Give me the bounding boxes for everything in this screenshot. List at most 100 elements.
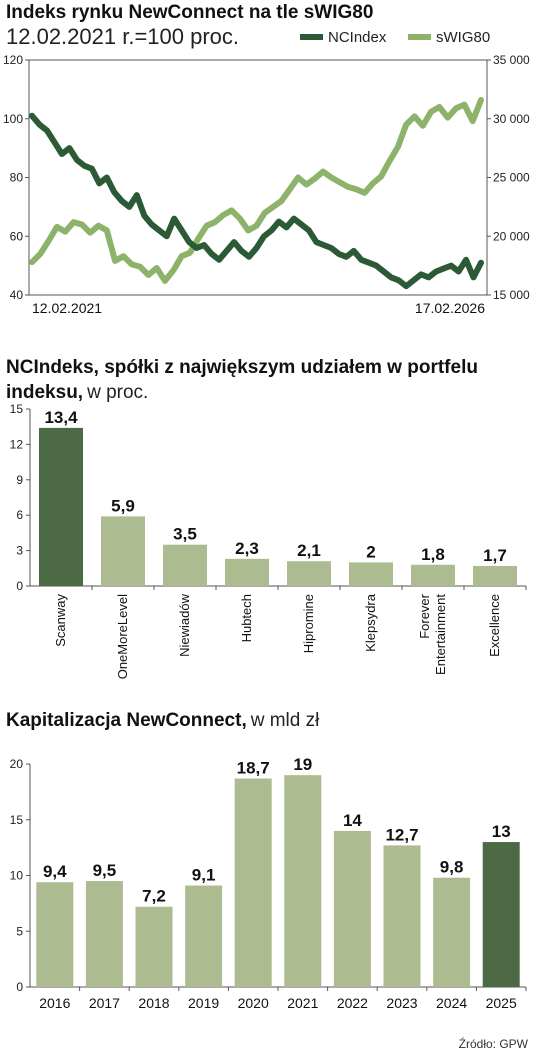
bar-hubtech — [225, 558, 269, 586]
bar-hipromine — [287, 561, 331, 586]
category-label-line: Forever — [417, 593, 432, 638]
bar-chart-2-title: Kapitalizacja NewConnect, w mld zł — [6, 710, 320, 731]
bar-2024 — [433, 877, 471, 987]
category-label-line: OneMoreLevel — [115, 594, 130, 679]
category-label-line: Klepsydra — [363, 593, 378, 652]
category-label: ForeverEntertainment — [417, 593, 448, 675]
category-label-line: Scanway — [53, 594, 68, 647]
category-label: OneMoreLevel — [115, 594, 130, 679]
bar-chart-1-title-line2: indeksu, w proc. — [6, 382, 148, 403]
bar-klepsydra — [349, 562, 393, 586]
line-chart-title: Indeks rynku NewConnect na tle sWIG80 — [6, 2, 373, 23]
bar-value-label: 12,7 — [385, 825, 418, 844]
series-line-ncindex — [29, 112, 484, 290]
bar-value-label: 19 — [293, 755, 312, 774]
bar-value-label: 2,1 — [297, 541, 321, 560]
bar-value-label: 5,9 — [111, 496, 135, 515]
bar-2021 — [284, 775, 322, 987]
bar-value-label: 9,8 — [440, 858, 464, 877]
category-label: 2018 — [138, 995, 169, 1011]
series-line-swig80 — [29, 97, 484, 284]
bar-chart-2-title-bold: Kapitalizacja NewConnect, — [6, 710, 247, 731]
bar-value-label: 9,4 — [43, 862, 67, 881]
right-tick-label: 20 000 — [493, 229, 530, 243]
bar-chart-1-title-bold: indeksu, — [6, 382, 83, 403]
bar-chart-1-title-line1: NCIndeks, spółki z największym udziałem … — [6, 357, 478, 378]
bar-2025 — [482, 842, 520, 987]
bar-value-label: 13 — [492, 822, 511, 841]
category-label: 2019 — [188, 995, 219, 1011]
category-label: 2016 — [39, 995, 70, 1011]
y-tick-label: 12 — [10, 437, 24, 451]
bar-forever-entertainment — [411, 564, 455, 586]
bar-chart-capitalization: 20 15 10 5 0 9,4 2016 9,5 2017 7,2 2018 9,1 2019 18,7… — [10, 755, 527, 1011]
line-chart-plot: 120 100 80 60 40 35 000 30 000 25 000 20 000 15 0… — [3, 53, 530, 316]
line-chart-legend: NCIndex sWIG80 — [300, 29, 490, 46]
y-tick-label: 15 — [10, 813, 24, 827]
bar-value-label: 13,4 — [44, 408, 78, 427]
source-note: Źródło: GPW — [459, 1036, 529, 1051]
bar-2016 — [36, 882, 74, 987]
category-label-line: Niewiadów — [177, 593, 192, 656]
legend-label-ncindex: NCIndex — [328, 29, 387, 46]
bar-excellence — [473, 565, 517, 586]
category-label: Niewiadów — [177, 593, 192, 656]
bar-scanway — [39, 427, 83, 586]
bar-value-label: 1,8 — [421, 545, 445, 564]
category-label-line: Hubtech — [239, 594, 254, 642]
right-tick-label: 25 000 — [493, 171, 530, 185]
bar-value-label: 14 — [343, 811, 362, 830]
bar-value-label: 2 — [366, 542, 375, 561]
y-tick-label: 15 — [10, 402, 24, 416]
category-label: Scanway — [53, 594, 68, 647]
bar-niewiadów — [163, 544, 207, 586]
category-label: 2025 — [486, 995, 517, 1011]
bar-value-label: 3,5 — [173, 525, 197, 544]
category-label: 2024 — [436, 995, 467, 1011]
y-tick-label: 0 — [16, 579, 23, 593]
right-tick-label: 35 000 — [493, 53, 530, 67]
category-label: Hipromine — [301, 594, 316, 653]
bar-value-label: 2,3 — [235, 539, 259, 558]
y-tick-label: 3 — [16, 544, 23, 558]
left-tick-label: 120 — [3, 53, 23, 67]
x-start-label: 12.02.2021 — [32, 300, 102, 316]
left-tick-label: 80 — [10, 171, 24, 185]
category-label-line: Entertainment — [433, 594, 448, 675]
bar-value-label: 9,5 — [93, 861, 117, 880]
category-label: 2022 — [337, 995, 368, 1011]
category-label: 2021 — [287, 995, 318, 1011]
bar-value-label: 9,1 — [192, 866, 216, 885]
left-tick-label: 60 — [10, 229, 24, 243]
bar-value-label: 18,7 — [237, 758, 270, 777]
bar-2023 — [383, 845, 421, 987]
category-label: 2020 — [238, 995, 269, 1011]
category-label: Hubtech — [239, 594, 254, 642]
left-tick-label: 40 — [10, 288, 24, 302]
legend-label-swig80: sWIG80 — [436, 29, 490, 46]
bar-chart-2-title-unit: w mld zł — [250, 710, 320, 731]
x-end-label: 17.02.2026 — [415, 300, 485, 316]
bar-chart-1-title-unit: w proc. — [86, 382, 148, 403]
bar-2017 — [85, 881, 123, 987]
bar-chart-portfolio: 15 12 9 6 3 0 13,4 Scanway 5,9 OneMoreLevel 3,5 Nie… — [10, 402, 527, 679]
bar-2019 — [185, 885, 223, 987]
left-tick-label: 100 — [3, 112, 23, 126]
bar-value-label: 7,2 — [142, 887, 166, 906]
category-label-line: Excellence — [487, 594, 502, 657]
category-label-line: Hipromine — [301, 594, 316, 653]
y-tick-label: 20 — [10, 757, 24, 771]
bar-value-label: 1,7 — [483, 546, 507, 565]
y-tick-label: 0 — [16, 980, 23, 994]
y-tick-label: 5 — [16, 924, 23, 938]
line-chart-subtitle: 12.02.2021 r.=100 proc. — [6, 24, 239, 49]
category-label: Klepsydra — [363, 593, 378, 652]
bar-2018 — [135, 906, 173, 987]
category-label: 2023 — [386, 995, 417, 1011]
y-tick-label: 9 — [16, 473, 23, 487]
right-tick-label: 30 000 — [493, 112, 530, 126]
category-label: Excellence — [487, 594, 502, 657]
bar-2020 — [234, 778, 272, 987]
y-tick-label: 10 — [10, 869, 24, 883]
y-tick-label: 6 — [16, 508, 23, 522]
